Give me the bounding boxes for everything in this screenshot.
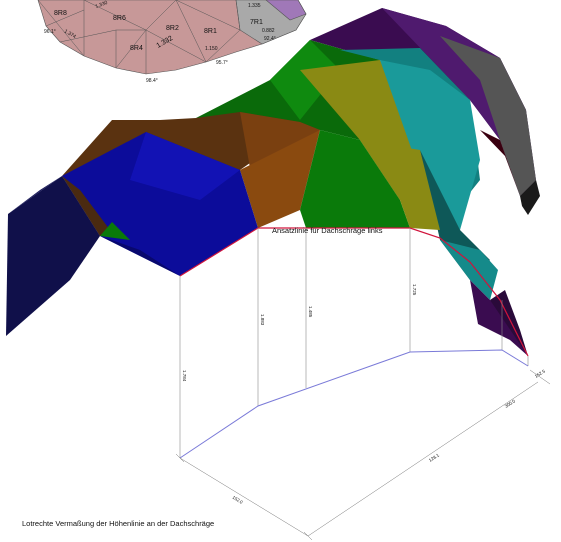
panel-label-8R8: 8R8: [54, 10, 67, 17]
angle-label: 95.7°: [216, 60, 228, 66]
floor-dimension-label: 300.0: [504, 398, 517, 409]
dimension-label: 1.150: [205, 46, 218, 52]
dimension-label: 1.374: [63, 29, 77, 41]
slope-line-label: Ansatzlinie für Dachschräge links: [272, 226, 383, 235]
height-lines: [179, 228, 529, 458]
panel-label-8R1: 8R1: [204, 28, 217, 35]
dome-polyhedron: 8R8 8R6 8R2 8R1 7R1 8R4 96.1° 98.4° 95.7…: [37, 0, 307, 84]
dimension-label: 1.335: [248, 3, 261, 9]
height-dimension-label: 1.784: [182, 370, 187, 382]
panel-label-8R2: 8R2: [166, 25, 179, 32]
angle-label: 92.4°: [264, 36, 276, 42]
floor-dimension-lines: [175, 369, 551, 541]
panel-label-8R6: 8R6: [113, 15, 126, 22]
figure-caption: Lotrechte Vermaßung der Höhenlinie an de…: [22, 519, 215, 528]
floor-dimension-label: 152.5: [534, 368, 547, 379]
dimension-label: 0.882: [262, 28, 275, 34]
panel-label-7R1: 7R1: [250, 19, 263, 26]
height-dimension-label: 1.725: [412, 284, 417, 296]
panel-label-8R4: 8R4: [130, 45, 143, 52]
roof-surface: [6, 8, 540, 356]
angle-label: 98.4°: [146, 78, 158, 84]
height-dimension-label: 1.485: [308, 306, 313, 318]
floor-dimension-label: 128.1: [428, 452, 441, 463]
floor-outline: [179, 349, 529, 459]
height-dimension-label: 1.883: [260, 314, 265, 326]
dimension-label: 1.330: [95, 0, 109, 10]
angle-label: 96.1°: [44, 29, 56, 35]
floor-dimension-label: 152.0: [231, 495, 244, 505]
